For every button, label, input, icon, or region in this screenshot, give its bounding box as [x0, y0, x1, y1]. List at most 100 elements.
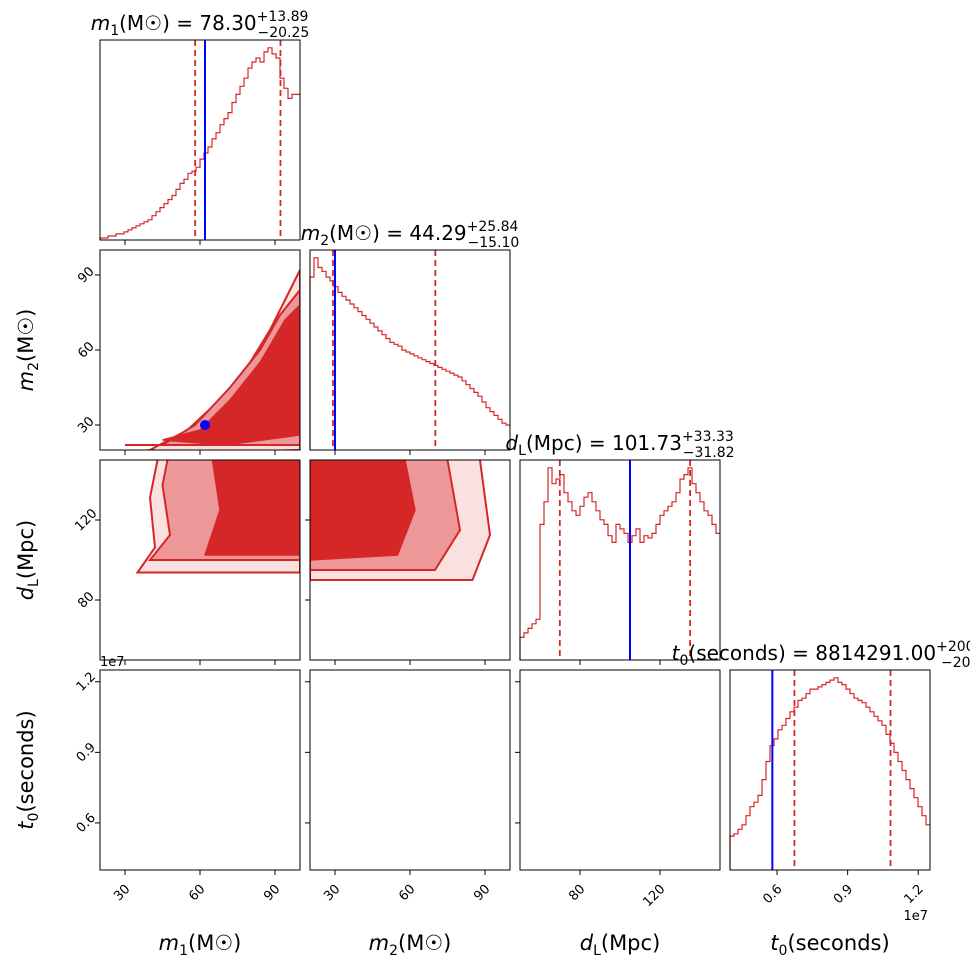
title-plus: +2008 — [936, 639, 970, 655]
contour-inner — [203, 460, 300, 556]
subscript: 2 — [26, 362, 42, 371]
title-minus: −20.25 — [257, 25, 309, 41]
title-plus: +33.33 — [682, 429, 734, 445]
xlabel-m1: m1(M☉) — [159, 931, 242, 959]
contour-inner — [310, 460, 416, 561]
subscript: 0 — [26, 813, 42, 822]
y-tick-label-t0: 0.6 — [74, 811, 99, 836]
symbol: m — [301, 221, 320, 245]
subscript: L — [26, 579, 42, 587]
y-tick-label-m2: 60 — [75, 339, 97, 361]
panel-frames — [99, 39, 931, 871]
x-tick-label-t0: 0.9 — [831, 882, 856, 907]
symbol: d — [14, 586, 38, 600]
panel-frame — [99, 669, 301, 871]
title-median: = 44.29 — [380, 221, 467, 245]
subscript: L — [518, 443, 526, 459]
title-minus: −2076 — [941, 655, 970, 671]
unit: (M☉) — [188, 931, 241, 955]
unit: (M☉) — [329, 221, 380, 245]
truth-point — [200, 420, 210, 430]
y-tick-label-t0: 0.9 — [74, 740, 99, 765]
xlabel-dL: dL(Mpc) — [580, 931, 661, 959]
histograms — [99, 47, 930, 870]
x-tick-label-m2: 90 — [471, 882, 493, 904]
x-tick-label-m1: 90 — [261, 882, 283, 904]
title-plus: +13.89 — [257, 9, 309, 25]
unit: (Mpc) — [526, 431, 583, 455]
panel-frame — [729, 669, 931, 871]
y-tick-label-dL: 80 — [75, 589, 97, 611]
symbol: m — [159, 931, 179, 955]
x-tick-label-t0: 0.6 — [760, 882, 785, 907]
symbol: m — [91, 11, 110, 35]
xlabel-t0: t0(seconds) — [770, 931, 889, 959]
ylabel-dL: dL(Mpc) — [14, 520, 42, 601]
title-minus: −15.10 — [467, 235, 519, 251]
title-median: = 101.73 — [583, 431, 682, 455]
text-labels: 30 60 90 30 60 90 80 120 0.6 0.9 1.2306090801200.6… — [14, 9, 970, 959]
offset-label-y: 1e7 — [100, 655, 125, 670]
histogram-t0 — [729, 677, 930, 870]
symbol: t — [672, 641, 681, 665]
subscript: 1 — [179, 943, 188, 959]
y-tick-label-dL: 120 — [72, 506, 100, 534]
symbol: m — [14, 371, 38, 391]
histogram-m1 — [99, 47, 300, 240]
panel-m1_dL — [135, 460, 300, 574]
title-median: = 78.30 — [170, 11, 257, 35]
offset-label-x: 1e7 — [903, 909, 928, 924]
title-t0: t0(seconds) = 8814291.00+2008−2076 — [672, 639, 970, 671]
subscript: 0 — [679, 653, 688, 669]
title-dL: dL(Mpc) = 101.73+33.33 −31.82 — [505, 429, 734, 461]
x-tick-label-dL: 120 — [640, 882, 668, 910]
symbol: t — [770, 931, 779, 955]
panel-frame — [519, 669, 721, 871]
unit: (Mpc) — [14, 520, 38, 579]
title-m2: m2(M☉) = 44.29+25.84 −15.10 — [301, 219, 520, 251]
reference-lines — [194, 40, 892, 870]
unit: (seconds) — [14, 710, 38, 812]
contour-inner — [162, 303, 300, 446]
panel-frame — [309, 669, 511, 871]
symbol: d — [505, 431, 518, 455]
subscript: 1 — [110, 23, 119, 39]
unit: (seconds) — [787, 931, 889, 955]
subscript: 2 — [389, 943, 398, 959]
title-plus: +25.84 — [467, 219, 519, 235]
panel-frame — [309, 249, 511, 451]
subscript: L — [593, 943, 601, 959]
panel-m1_m2 — [125, 269, 300, 450]
x-tick-label-t0: 1.2 — [901, 882, 926, 907]
title-minus: −31.82 — [683, 445, 735, 461]
ylabel-t0: t0(seconds) — [14, 710, 42, 829]
title-m1: m1(M☉) = 78.30+13.89 −20.25 — [91, 9, 310, 41]
unit: (Mpc) — [601, 931, 660, 955]
y-tick-label-t0: 1.2 — [74, 670, 99, 695]
symbol: t — [14, 821, 38, 830]
panel-frame — [519, 459, 721, 661]
panel-frame — [99, 39, 301, 241]
unit: (M☉) — [14, 309, 38, 362]
x-tick-label-m2: 30 — [321, 882, 343, 904]
x-tick-label-m1: 30 — [111, 882, 133, 904]
x-tick-label-m1: 60 — [186, 882, 208, 904]
unit: (M☉) — [398, 931, 451, 955]
histogram-dL — [519, 467, 720, 660]
unit: (seconds) — [688, 641, 785, 665]
subscript: 0 — [779, 943, 788, 959]
x-tick-label-m2: 60 — [396, 882, 418, 904]
axis-ticks — [95, 240, 919, 875]
x-tick-label-dL: 80 — [566, 882, 588, 904]
symbol: m — [369, 931, 389, 955]
unit: (M☉) — [119, 11, 170, 35]
title-median: = 8814291.00 — [786, 641, 936, 665]
panel-m2_dL — [310, 460, 492, 581]
contour-fills — [125, 269, 492, 581]
y-tick-label-m2: 30 — [75, 414, 97, 436]
symbol: d — [580, 931, 594, 955]
xlabel-m2: m2(M☉) — [369, 931, 452, 959]
histogram-m2 — [309, 257, 510, 450]
subscript: 2 — [320, 233, 329, 249]
